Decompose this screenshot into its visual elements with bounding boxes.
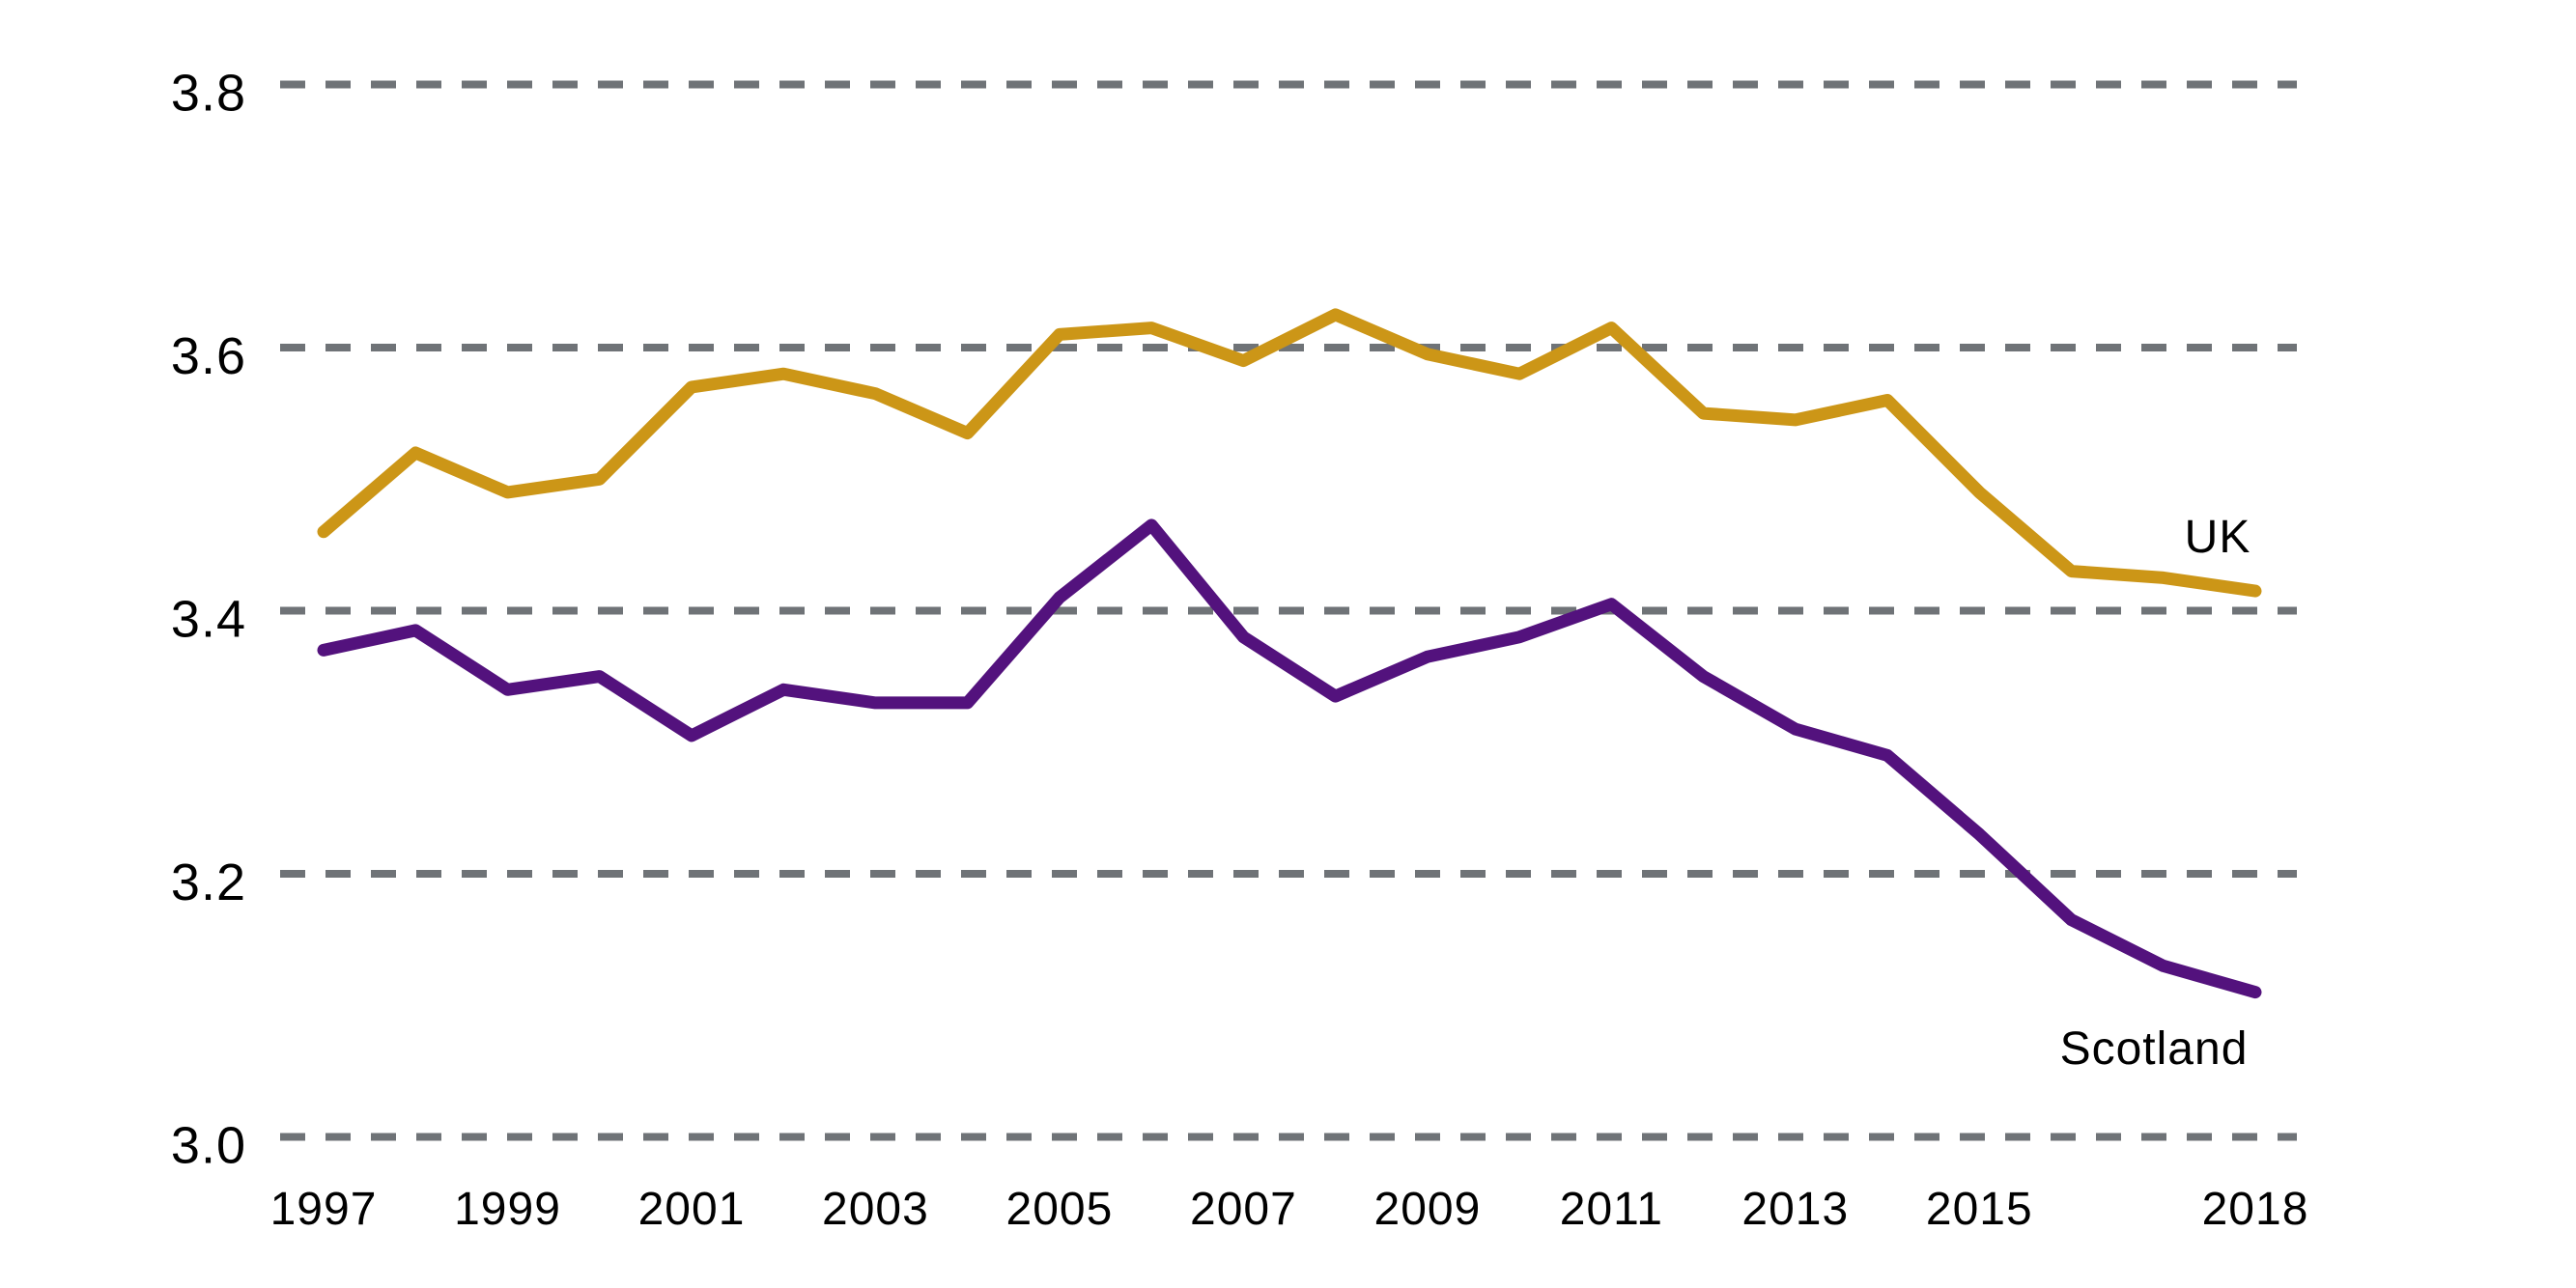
series-label-uk: UK <box>2185 512 2251 563</box>
x-axis-tick-label: 2001 <box>638 1184 746 1235</box>
x-axis-tick-label: 1997 <box>270 1184 378 1235</box>
series-label-scotland: Scotland <box>2060 1023 2249 1075</box>
x-axis-tick-label: 2011 <box>1560 1184 1663 1235</box>
x-axis-tick-label: 1999 <box>454 1184 561 1235</box>
x-axis-tick-label: 2013 <box>1741 1184 1849 1235</box>
y-axis-tick-label: 3.4 <box>171 591 246 649</box>
x-axis-tick-label: 2003 <box>822 1184 929 1235</box>
series-line-uk <box>317 308 2262 598</box>
series-line-scotland <box>317 518 2262 999</box>
y-axis-tick-label: 3.8 <box>171 65 246 123</box>
x-axis-tick-label: 2007 <box>1190 1184 1297 1235</box>
x-axis-tick-label: 2015 <box>1926 1184 2033 1235</box>
y-axis-tick-label: 3.2 <box>171 854 246 911</box>
y-axis-tick-label: 3.6 <box>171 327 246 385</box>
x-axis-tick-label: 2009 <box>1374 1184 1482 1235</box>
x-axis-tick-label: 2005 <box>1006 1184 1114 1235</box>
x-axis-tick-label: 2018 <box>2202 1184 2309 1235</box>
y-axis-tick-label: 3.0 <box>171 1117 246 1175</box>
